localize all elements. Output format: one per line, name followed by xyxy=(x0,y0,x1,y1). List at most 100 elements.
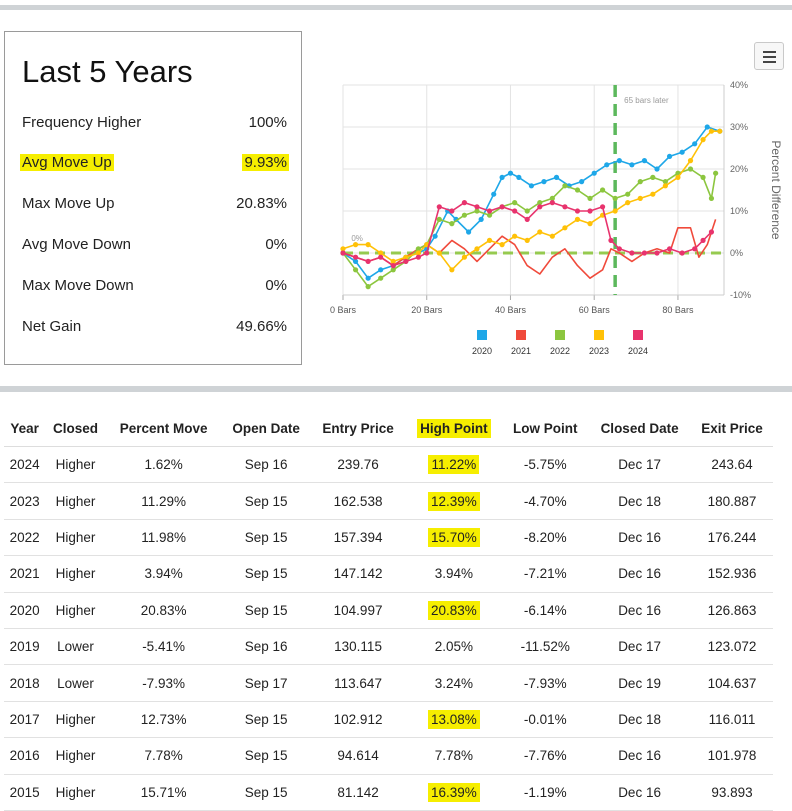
col-header-high-point: High Point xyxy=(405,411,503,447)
stat-value: 0% xyxy=(265,277,287,294)
series-point-2024 xyxy=(587,208,593,214)
series-point-2024 xyxy=(537,204,543,210)
legend-swatch-2020 xyxy=(477,330,487,340)
stat-value: 20.83% xyxy=(236,195,287,212)
series-point-2020 xyxy=(692,141,698,147)
cell-closed: Lower xyxy=(45,664,106,702)
high-point-highlight: 15.70% xyxy=(427,527,480,547)
stat-value: 100% xyxy=(248,114,287,131)
y-tick-label: 10% xyxy=(730,206,748,216)
series-point-2023 xyxy=(436,250,442,256)
chart-menu-button[interactable] xyxy=(754,42,784,70)
cell-entry: 157.394 xyxy=(310,519,406,557)
series-point-2020 xyxy=(591,170,597,176)
legend-label-2022: 2022 xyxy=(550,346,570,356)
series-point-2023 xyxy=(612,208,618,214)
cell-low: -11.52% xyxy=(502,628,589,666)
cell-year: 2022 xyxy=(4,519,46,557)
cell-year: 2017 xyxy=(4,701,46,739)
cell-closed: Higher xyxy=(45,592,106,629)
series-point-2022 xyxy=(390,267,396,273)
table-row: 2016 Higher 7.78% Sep 15 94.614 7.78% -7.76% De… xyxy=(4,737,773,775)
series-point-2022 xyxy=(637,179,643,185)
series-point-2023 xyxy=(687,158,694,164)
series-point-2022 xyxy=(524,208,530,214)
col-header-closed-date: Closed Date xyxy=(588,411,692,447)
cell-exit: 152.936 xyxy=(691,555,773,593)
series-point-2024 xyxy=(474,204,480,210)
series-point-2020 xyxy=(352,258,359,264)
cell-year: 2024 xyxy=(4,446,46,484)
cell-open: Sep 16 xyxy=(221,446,311,484)
series-point-2024 xyxy=(424,250,430,256)
legend-label-2024: 2024 xyxy=(628,346,648,356)
series-point-2024 xyxy=(512,208,518,214)
series-point-2023 xyxy=(415,250,421,256)
legend-swatch-2023 xyxy=(594,330,604,340)
series-point-2023 xyxy=(574,216,581,222)
stat-label: Net Gain xyxy=(22,318,82,335)
series-point-2022 xyxy=(574,187,581,193)
series-point-2023 xyxy=(499,242,505,248)
series-point-2020 xyxy=(432,233,438,239)
series-point-2022 xyxy=(625,191,631,197)
high-point-highlight: 13.08% xyxy=(427,709,480,729)
series-point-2023 xyxy=(461,254,468,260)
cell-close-date: Dec 17 xyxy=(588,446,692,484)
series-point-2024 xyxy=(700,237,706,243)
summary-panel: Last 5 Years Frequency Higher 100% Avg M… xyxy=(4,31,302,365)
cell-open: Sep 16 xyxy=(221,628,311,666)
cell-high: 3.24% xyxy=(405,664,503,702)
series-point-2020 xyxy=(365,275,371,281)
series-point-2020 xyxy=(478,216,484,222)
series-point-2022 xyxy=(436,216,442,222)
cell-closed: Higher xyxy=(45,737,106,775)
high-point-highlight: 11.22% xyxy=(428,455,480,475)
col-header-year: Year xyxy=(4,411,46,447)
cell-close-date: Dec 16 xyxy=(588,774,692,811)
series-point-2020 xyxy=(704,124,710,130)
cell-move: 15.71% xyxy=(105,774,222,811)
cell-entry: 104.997 xyxy=(310,592,406,629)
y-tick-label: 40% xyxy=(730,80,748,90)
series-point-2020 xyxy=(604,162,610,168)
seasonal-line-chart: -10% 0% 10% 20% 30% 40% 0 Bars 20 Bars 40 Bars 60… xyxy=(330,80,783,356)
cell-high: 7.78% xyxy=(405,737,503,775)
series-point-2022 xyxy=(415,246,421,252)
cell-exit: 123.072 xyxy=(691,628,773,666)
series-point-2022 xyxy=(587,195,593,201)
cell-exit: 126.863 xyxy=(691,592,773,629)
cell-year: 2023 xyxy=(4,482,46,520)
series-point-2020 xyxy=(507,170,514,176)
cell-closed: Higher xyxy=(45,482,106,520)
series-point-2023 xyxy=(524,237,530,243)
series-point-2020 xyxy=(579,179,585,185)
series-point-2023 xyxy=(378,250,384,256)
col-header-entry-price: Entry Price xyxy=(310,411,406,447)
cell-low: -7.21% xyxy=(502,555,589,593)
hamburger-menu-icon xyxy=(763,56,776,58)
cell-move: -5.41% xyxy=(105,628,222,666)
series-point-2022 xyxy=(562,183,568,189)
marker-line-label: 65 bars later xyxy=(624,96,669,105)
series-point-2024 xyxy=(403,258,409,264)
table-header-row: Year Closed Percent Move Open Date Entry… xyxy=(4,411,773,447)
cell-closed: Higher xyxy=(45,519,106,557)
y-tick-label: 0% xyxy=(730,248,743,258)
cell-entry: 113.647 xyxy=(310,664,406,702)
table-row: 2022 Higher 11.98% Sep 15 157.394 15.70% -8.20… xyxy=(4,519,773,557)
series-point-2022 xyxy=(713,170,719,176)
x-tick-label: 40 Bars xyxy=(495,305,527,315)
series-point-2023 xyxy=(717,128,723,134)
cell-entry: 130.115 xyxy=(310,628,406,666)
cell-low: -8.20% xyxy=(502,519,589,557)
series-point-2022 xyxy=(650,174,656,180)
cell-high: 13.08% xyxy=(405,701,503,739)
series-point-2024 xyxy=(599,204,606,210)
series-point-2024 xyxy=(449,208,455,214)
series-line-2023 xyxy=(342,130,720,271)
table-row: 2015 Higher 15.71% Sep 15 81.142 16.39% -1.19%… xyxy=(4,774,773,811)
cell-close-date: Dec 17 xyxy=(588,628,692,666)
cell-exit: 104.637 xyxy=(691,664,773,702)
cell-open: Sep 17 xyxy=(221,664,311,702)
